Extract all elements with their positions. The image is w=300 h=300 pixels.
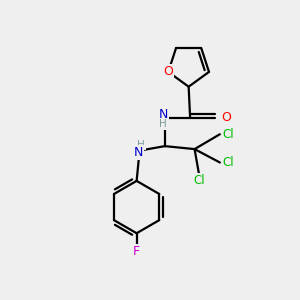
Text: H: H (137, 140, 145, 150)
Text: Cl: Cl (194, 174, 206, 188)
Text: O: O (163, 65, 173, 78)
Text: N: N (134, 146, 143, 160)
Text: H: H (160, 119, 167, 129)
Text: Cl: Cl (222, 156, 234, 169)
Text: N: N (159, 108, 168, 121)
Text: F: F (133, 245, 140, 258)
Text: Cl: Cl (222, 128, 234, 141)
Text: O: O (221, 111, 231, 124)
